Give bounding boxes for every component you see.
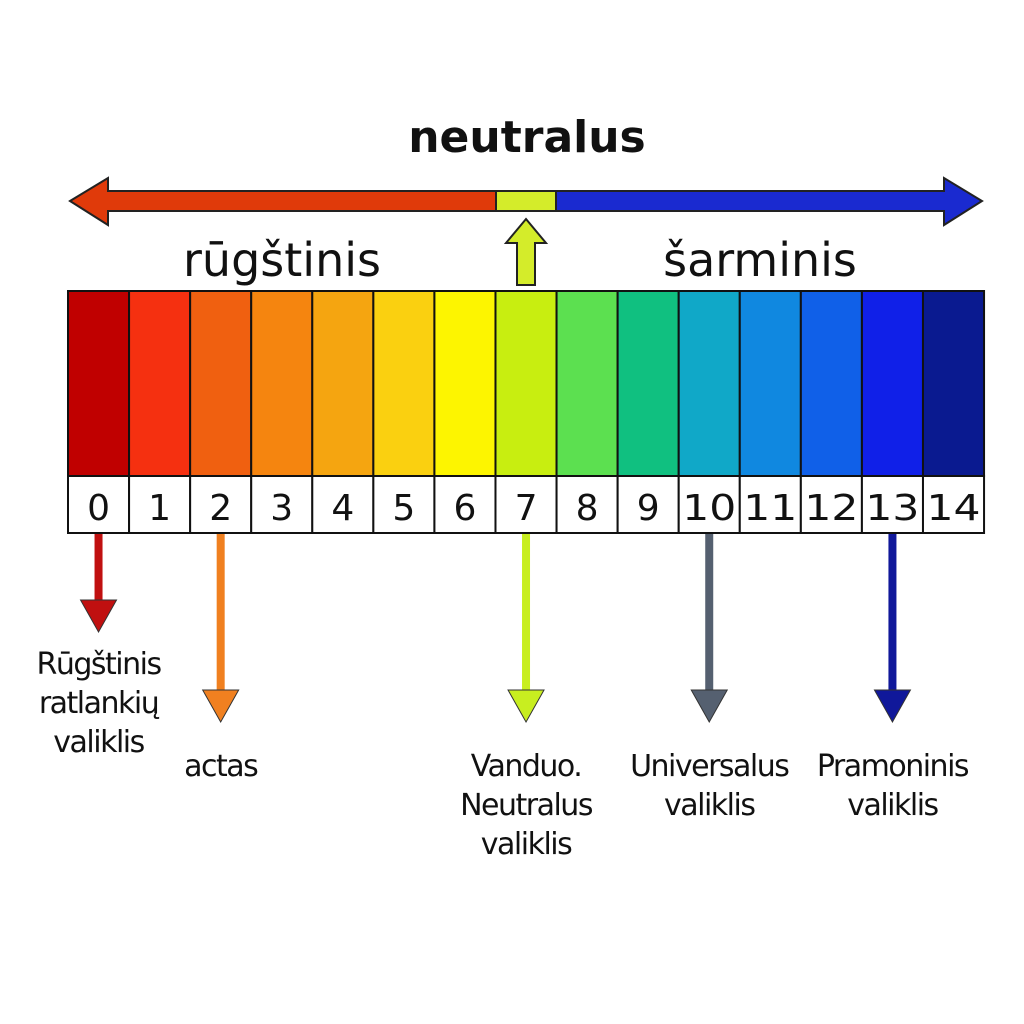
ph-number-cell <box>494 475 558 534</box>
example-label: ratlankių <box>39 686 160 721</box>
neutral-segment <box>495 190 557 212</box>
ph-number-cell <box>128 475 192 534</box>
neutral-up-arrow <box>503 217 549 286</box>
example-marker: Rūgštinis ratlankių valiklis <box>36 534 163 760</box>
ph-number-cell <box>372 475 436 534</box>
down-arrow-shaft <box>705 534 714 692</box>
ph-number-cell <box>677 475 741 534</box>
ph-color-cell <box>860 290 924 477</box>
ph-color-cell <box>738 290 802 477</box>
ph-number-label: 6 <box>454 488 477 529</box>
example-marker: Vanduo. Neutralus valiklis <box>460 534 594 862</box>
down-arrow-shaft <box>522 534 531 692</box>
ph-number-label: 7 <box>515 488 538 529</box>
ph-color-cell <box>67 290 131 477</box>
acid-base-arrow <box>68 176 984 286</box>
ph-number-label: 3 <box>270 488 293 529</box>
down-arrow-shaft <box>888 534 897 692</box>
example-label: Vanduo. <box>471 749 582 784</box>
ph-number-cell <box>860 475 924 534</box>
ph-number-cell <box>738 475 802 534</box>
ph-number-label: 14 <box>927 488 981 529</box>
example-label: valiklis <box>664 788 755 823</box>
ph-color-cell <box>372 290 436 477</box>
ph-color-cell <box>921 290 986 477</box>
example-label: Universalus <box>630 749 789 784</box>
ph-number-cell <box>921 475 986 534</box>
ph-number-cell <box>433 475 497 534</box>
down-arrow-shaft <box>94 534 103 602</box>
examples: Rūgštinis ratlankių valiklis actas Vanduo. Ne… <box>36 534 970 862</box>
ph-color-cell <box>250 290 314 477</box>
down-arrow-head <box>873 689 912 724</box>
ph-color-cell <box>128 290 192 477</box>
example-label: Neutralus <box>460 788 593 823</box>
down-arrow-head <box>201 689 240 724</box>
ph-number-label: 13 <box>865 488 919 529</box>
example-label: valiklis <box>481 827 572 862</box>
down-arrow-head <box>507 689 545 724</box>
base-label: šarminis <box>663 233 857 287</box>
ph-number-label: 4 <box>331 488 354 529</box>
ph-color-cell <box>494 290 558 477</box>
ph-number-cell <box>250 475 314 534</box>
ph-number-label: 8 <box>576 488 599 529</box>
ph-number-label: 12 <box>804 488 858 529</box>
acid-label: rūgštinis <box>183 233 381 287</box>
down-arrow-head <box>79 599 118 634</box>
example-label: actas <box>184 749 258 784</box>
ph-number-label: 0 <box>87 488 110 529</box>
ph-color-cell <box>677 290 741 477</box>
example-marker: Universalus valiklis <box>630 534 791 823</box>
ph-color-cell <box>799 290 863 477</box>
ph-color-bar: 0 1 2 3 4 5 6 7 8 9 10 11 12 13 14 <box>67 290 986 534</box>
ph-number-label: 5 <box>392 488 415 529</box>
down-arrow-head <box>690 689 729 724</box>
ph-number-cell <box>616 475 680 534</box>
ph-number-cell <box>311 475 375 534</box>
ph-number-label: 2 <box>209 488 232 529</box>
example-marker: actas <box>184 534 260 784</box>
ph-number-label: 11 <box>743 488 797 529</box>
example-label: valiklis <box>53 725 144 760</box>
ph-number-cell <box>189 475 253 534</box>
base-arrow <box>555 176 984 227</box>
ph-number-label: 1 <box>148 488 171 529</box>
ph-color-cell <box>433 290 497 477</box>
ph-number-label: 9 <box>637 488 660 529</box>
neutral-title: neutralus <box>408 112 646 163</box>
example-marker: Pramoninis valiklis <box>817 534 970 823</box>
example-label: Pramoninis <box>817 749 969 784</box>
ph-color-cell <box>311 290 375 477</box>
ph-color-cell <box>555 290 619 477</box>
acid-arrow <box>68 176 497 227</box>
down-arrow-shaft <box>216 534 225 692</box>
ph-number-label: 10 <box>682 488 736 529</box>
ph-color-cell <box>189 290 253 477</box>
example-label: valiklis <box>847 788 938 823</box>
example-label: Rūgštinis <box>36 647 161 682</box>
ph-color-cell <box>616 290 680 477</box>
